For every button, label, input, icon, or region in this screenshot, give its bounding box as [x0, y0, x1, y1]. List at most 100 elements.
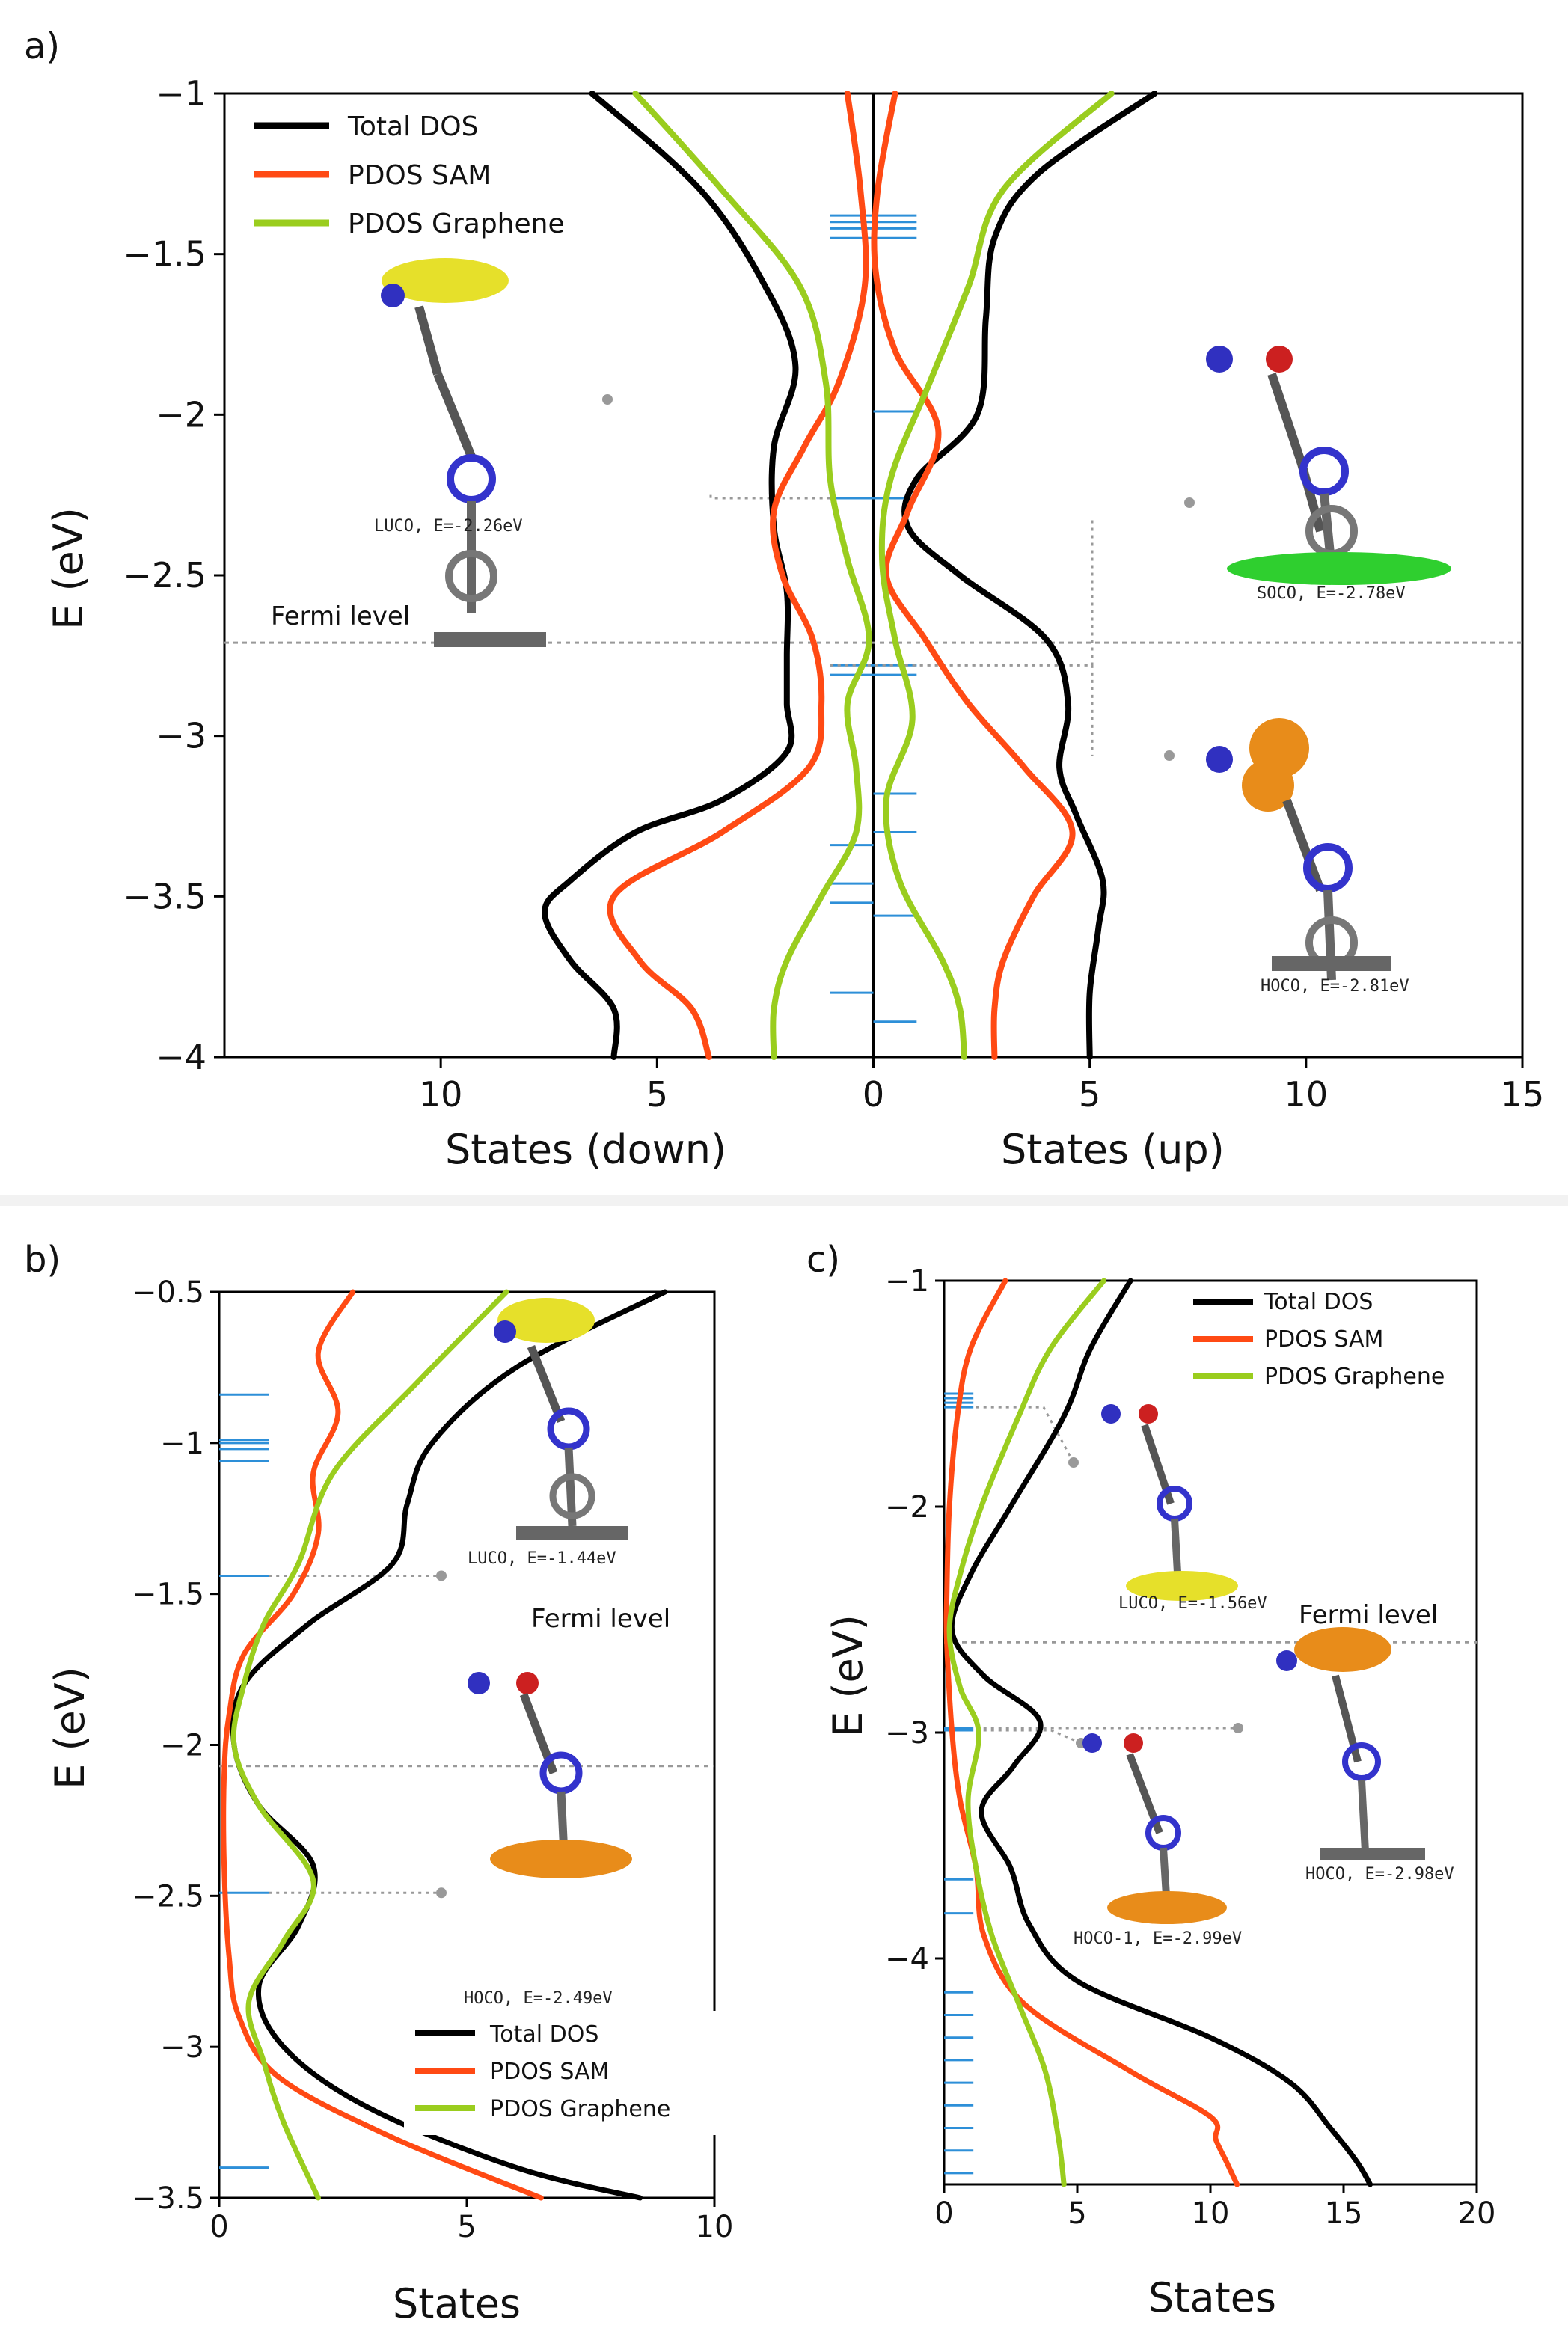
panel-c-ylabel: E (eV): [824, 1614, 872, 1737]
panel-c-legend: Total DOS PDOS SAM PDOS Graphene: [1193, 1289, 1445, 1390]
dos-curve-b-pdos-sam: [221, 1289, 544, 2201]
panel-a-xtick-label: 10: [1284, 1074, 1329, 1115]
panel-b: b) −0.5 −1 −1.5 −2 −2.5 −3 −3.50 5 10 States E (…: [24, 1239, 733, 2327]
dos-curve-c-total-dos: [949, 1278, 1373, 2187]
legend-c-label-sam: PDOS SAM: [1264, 1326, 1383, 1353]
panel-a-xtick-label: 15: [1501, 1074, 1545, 1115]
panel-c-ytick-label: −3: [885, 1716, 929, 1751]
panel-b-xtick-label: 10: [696, 2210, 734, 2244]
guide-dot-homo-a: [1164, 750, 1175, 761]
panel-c-guide-homo1: [976, 1729, 1082, 1745]
legend-b-label-total: Total DOS: [489, 2021, 598, 2048]
dos-curve-b-pdos-graphene: [230, 1289, 509, 2201]
panel-b-xtick-label: 5: [457, 2210, 476, 2244]
panel-a-ytick-label: −1: [156, 73, 206, 114]
molecule-homo1-c: [1082, 1733, 1227, 1924]
annotation-homo-b: HOCO, E=-2.49eV: [464, 1989, 613, 2008]
panel-b-xlabel: States: [393, 2280, 521, 2327]
panel-c-plot-area: [943, 1278, 1478, 2187]
dos-curve-pdos-graphene-up: [878, 91, 1115, 1060]
panel-b-ytick-label: −1: [160, 1427, 204, 1461]
guide-dot-homo-c: [1233, 1722, 1243, 1733]
panel-c-xlabel: States: [1148, 2274, 1276, 2321]
panel-b-ytick-label: −0.5: [132, 1275, 204, 1310]
legend-b-label-sam: PDOS SAM: [490, 2059, 609, 2085]
dos-curve-pdos-graphene-down: [632, 91, 872, 1060]
annotation-luco-c: LUCO, E=-1.56eV: [1118, 1594, 1267, 1613]
panel-a-xtick-label: 0: [863, 1074, 884, 1115]
guide-dot-soco-a: [1184, 497, 1195, 508]
molecule-homo-a: [1206, 718, 1391, 981]
panel-b-legend: Total DOS PDOS SAM PDOS Graphene: [404, 2011, 718, 2135]
panel-c-ytick-label: −4: [885, 1942, 929, 1976]
dos-curve-c-pdos-graphene: [946, 1278, 1107, 2187]
panel-c-guide-luco: [976, 1406, 1075, 1463]
panel-b-xtick-label: 0: [209, 2210, 228, 2244]
molecule-homo-b: [468, 1672, 632, 1878]
panel-c-fermi-label: Fermi level: [1299, 1600, 1438, 1630]
molecule-soco-a: [1206, 346, 1451, 585]
dos-curve-c-pdos-sam: [943, 1278, 1240, 2187]
panel-a-ytick-label: −2: [156, 394, 206, 435]
annotation-homo1-c: HOCO-1, E=-2.99eV: [1074, 1929, 1242, 1948]
annotation-homo-c: HOCO, E=-2.98eV: [1305, 1865, 1454, 1884]
panel-a-ytick-label: −3: [156, 716, 206, 756]
panel-c-xtick-label: 10: [1192, 2196, 1230, 2231]
panel-divider: [0, 1195, 1568, 1206]
panel-a-legend: Total DOS PDOS SAM PDOS Graphene: [254, 111, 565, 239]
annotation-luco-b: LUCO, E=-1.44eV: [468, 1549, 616, 1568]
molecule-luco-a: [381, 258, 546, 647]
panel-b-label: b): [24, 1239, 61, 1281]
panel-b-ytick-label: −1.5: [132, 1578, 204, 1612]
guide-dot-luco-c: [1068, 1457, 1079, 1468]
panel-c-xtick-label: 5: [1068, 2196, 1086, 2231]
panel-c-xtick-label: 20: [1458, 2196, 1496, 2231]
panel-b-ytick-label: −3: [160, 2030, 204, 2065]
panel-a: a) −1 −1.5 −2 −2.5 −3 −3.5 −4 10 5 0 5 10 15 States …: [24, 25, 1544, 1173]
panel-a-xlabel-up: States (up): [1001, 1126, 1225, 1173]
panel-c-frame: [943, 1279, 1478, 2186]
panel-a-fermi-label: Fermi level: [271, 601, 410, 631]
panel-a-xtick-label: 5: [1079, 1074, 1100, 1115]
legend-c-label-total: Total DOS: [1264, 1289, 1373, 1315]
molecule-luco-c: [1101, 1404, 1238, 1601]
panel-b-ytick-label: −3.5: [132, 2181, 204, 2216]
guide-dot-homo-b: [436, 1887, 447, 1899]
panel-b-ylabel: E (eV): [46, 1667, 94, 1789]
molecule-homo-c: [1276, 1627, 1425, 1860]
annotation-soco-a: SOCO, E=-2.78eV: [1257, 584, 1406, 603]
panel-c-xtick-label: 0: [934, 2196, 953, 2231]
legend-label-graphene: PDOS Graphene: [348, 209, 565, 239]
annotation-homo-a: HOCO, E=-2.81eV: [1261, 977, 1409, 996]
panel-a-ytick-label: −4: [156, 1037, 206, 1077]
molecule-luco-b: [494, 1298, 628, 1540]
annotation-luco-a: LUCO, E=-2.26eV: [374, 517, 523, 536]
panel-c-ticks: −1 −2 −3 −4 0 5 10 15 20: [885, 1264, 1495, 2231]
panel-a-ticks: −1 −1.5 −2 −2.5 −3 −3.5 −4 10 5 0 5 10 15: [123, 73, 1544, 1115]
panel-a-label: a): [24, 25, 60, 67]
legend-b-label-graphene: PDOS Graphene: [490, 2096, 670, 2122]
panel-b-ticks: −0.5 −1 −1.5 −2 −2.5 −3 −3.50 5 10: [132, 1275, 734, 2244]
dos-curve-total-dos-up: [901, 91, 1158, 1060]
panel-a-guide-line: [709, 494, 830, 500]
panel-c-ytick-label: −2: [885, 1490, 929, 1525]
legend-c-label-graphene: PDOS Graphene: [1264, 1364, 1445, 1390]
panel-a-xtick-label: 5: [646, 1074, 668, 1115]
panel-a-ytick-label: −2.5: [123, 555, 206, 595]
panel-b-ytick-label: −2.5: [132, 1879, 204, 1914]
panel-a-ylabel: E (eV): [45, 507, 92, 630]
dos-curve-total-dos-down: [541, 91, 799, 1060]
panel-a-xtick-label: 10: [419, 1074, 463, 1115]
panel-c-xtick-label: 15: [1325, 2196, 1363, 2231]
dos-curve-pdos-sam-up: [871, 91, 1076, 1060]
panel-c: c) −1 −2 −3 −4 0 5 10 15 20 States E (eV) Fermi …: [806, 1239, 1495, 2321]
panel-c-ytick-label: −1: [885, 1264, 929, 1299]
panel-a-ytick-label: −1.5: [123, 234, 206, 275]
panel-a-plot-area: [223, 91, 1524, 1060]
legend-label-sam: PDOS SAM: [348, 160, 491, 191]
dos-curve-pdos-sam-down: [607, 91, 869, 1060]
panel-b-fermi-label: Fermi level: [531, 1604, 670, 1634]
panel-a-guide-line: [830, 664, 1094, 756]
panel-b-ytick-label: −2: [160, 1729, 204, 1763]
